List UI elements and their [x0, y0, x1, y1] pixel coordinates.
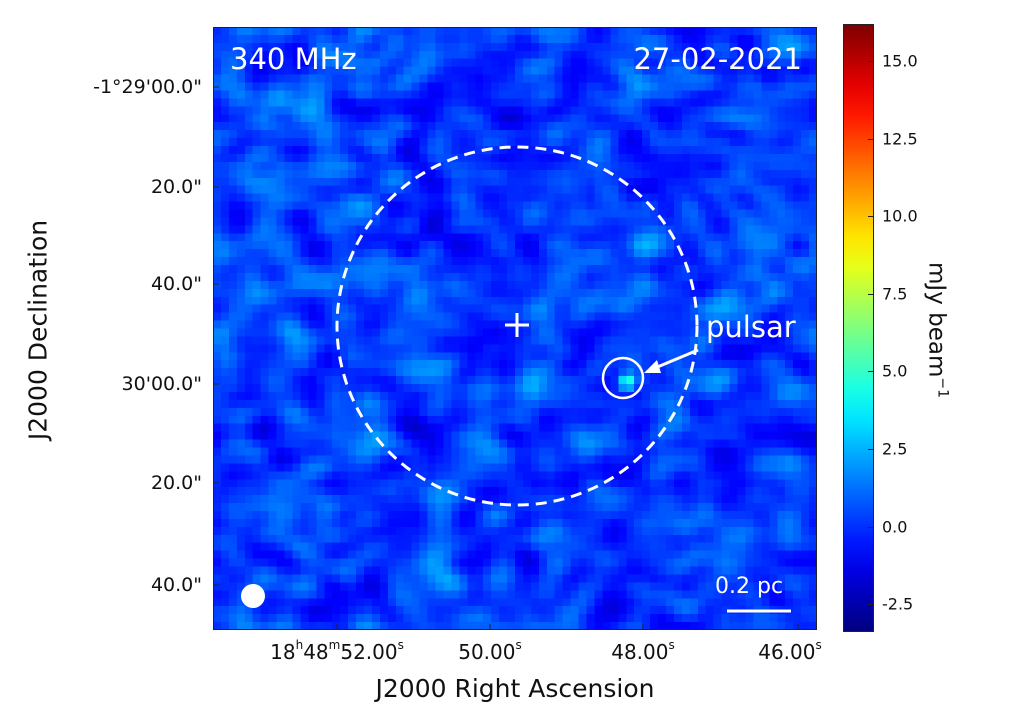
colorbar-tick-label: 5.0: [882, 361, 908, 381]
pulsar-label: pulsar: [706, 310, 796, 344]
colorbar-tick-label: 2.5: [882, 439, 908, 459]
y-tick-label: 20.0": [150, 176, 202, 198]
x-tick-label: 18h48m52.00s: [270, 638, 404, 664]
y-tick-label: 30'00.0": [121, 373, 202, 395]
frequency-label: 340 MHz: [230, 42, 357, 76]
colorbar-tick: [868, 604, 874, 606]
y-tick-label: 40.0": [150, 273, 202, 295]
pulsar-arrow: [644, 348, 699, 373]
colorbar-tick: [868, 138, 874, 140]
search-region-dashed-circle: [335, 145, 699, 507]
y-tick-label: -1°29'00.0": [93, 76, 202, 98]
y-tick-label: 40.0": [150, 574, 202, 596]
colorbar-tick: [868, 293, 874, 295]
colorbar-label: mJy beam−1: [923, 262, 951, 398]
x-axis-label: J2000 Right Ascension: [375, 674, 655, 703]
colorbar-tick-label: -2.5: [882, 594, 914, 614]
x-tick-label: 48.00s: [611, 638, 675, 664]
y-axis-label: J2000 Declination: [23, 219, 53, 441]
colorbar-tick: [868, 448, 874, 450]
colorbar-tick-label: 7.5: [882, 284, 908, 304]
pulsar-circle: [601, 356, 645, 400]
colorbar-tick-label: 0.0: [882, 517, 908, 537]
x-tick-label: 46.00s: [758, 638, 822, 664]
colorbar-tick-label: 10.0: [882, 206, 918, 226]
beam-ellipse: [241, 584, 265, 608]
colorbar-tick: [868, 526, 874, 528]
center-cross-marker: [505, 313, 529, 337]
date-label: 27-02-2021: [633, 42, 802, 76]
colorbar-tick: [868, 371, 874, 373]
scale-bar-label: 0.2 pc: [715, 574, 784, 599]
colorbar-tick-label: 12.5: [882, 129, 918, 149]
radio-intensity-map: [213, 27, 817, 630]
colorbar-tick: [868, 61, 874, 63]
x-tick-label: 50.00s: [458, 638, 522, 664]
colorbar-tick-label: 15.0: [882, 51, 918, 71]
colorbar: [843, 24, 874, 632]
y-tick-label: 20.0": [150, 472, 202, 494]
colorbar-tick: [868, 216, 874, 218]
